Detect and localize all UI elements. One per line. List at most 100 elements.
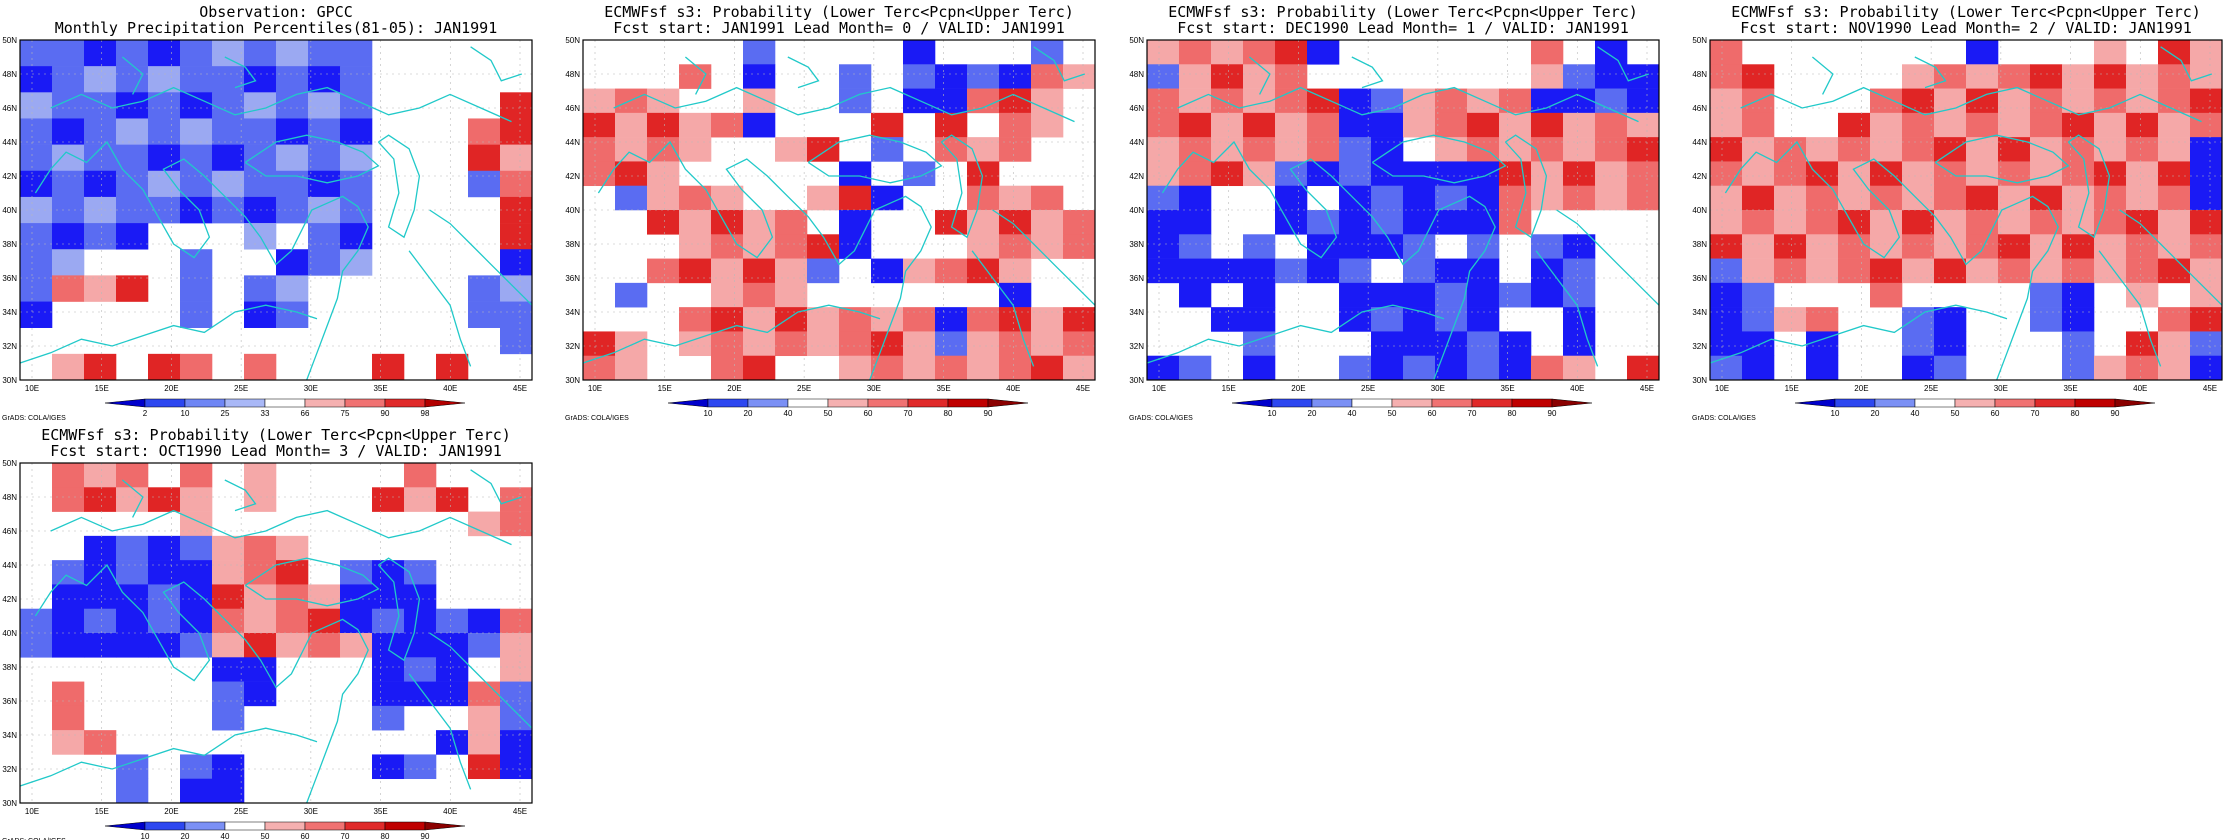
colorbar-arrow-left	[104, 398, 146, 408]
grid-cell	[116, 66, 149, 93]
grid-cell	[1710, 112, 1743, 138]
grid-cell	[2062, 355, 2095, 381]
grid-cell	[1339, 258, 1372, 284]
colorbar-segment	[144, 821, 186, 831]
grid-cell	[711, 258, 744, 284]
grid-cell	[679, 112, 712, 138]
grid-cell	[500, 301, 533, 328]
grid-cell	[1563, 331, 1596, 357]
grid-cell	[743, 112, 776, 138]
grid-cell	[180, 144, 213, 172]
grid-cell	[775, 331, 808, 357]
grid-cell	[711, 355, 744, 381]
grid-cell	[1339, 210, 1372, 235]
colorbar-label: 50	[1388, 409, 1397, 418]
grid-cell	[1531, 282, 1564, 308]
grid-cell	[1934, 64, 1967, 89]
grid-cell	[775, 210, 808, 235]
colorbar: 10 20 40 50 60 70 80 90	[667, 398, 1029, 418]
grid-cell	[1063, 331, 1096, 357]
grid-cell	[615, 137, 648, 162]
grid-cell	[212, 170, 245, 198]
grid-cell	[2190, 64, 2223, 89]
coastline	[1740, 86, 2202, 123]
grid-cell	[1966, 185, 1999, 211]
panel-title-line1: ECMWFsf s3: Probability (Lower Terc<Pcpn…	[604, 3, 1074, 21]
grid-cell	[615, 282, 648, 308]
coastlines	[19, 469, 533, 804]
colorbar-segment	[224, 398, 266, 408]
grid-cell	[1211, 88, 1244, 114]
lat-tick-label: 46N	[2, 527, 17, 536]
grid-cell	[1627, 112, 1660, 138]
coastline	[19, 727, 318, 787]
grid-cell	[2062, 185, 2095, 211]
grid-cell	[1998, 234, 2031, 259]
grid-cell	[1531, 112, 1564, 138]
grid-cell	[180, 118, 213, 145]
grid-cell	[244, 118, 277, 145]
grid-cell	[84, 275, 117, 302]
grid-cell	[468, 730, 501, 755]
grid-cell	[1031, 331, 1064, 357]
grads-credit: GrADS: COLA/IGES	[1692, 415, 1756, 422]
colorbar-segment	[184, 398, 226, 408]
colorbar-segment	[2074, 398, 2116, 408]
grid-cell	[1307, 161, 1340, 187]
grid-cell	[711, 307, 744, 332]
colorbar-arrow-right	[1551, 398, 1593, 408]
grid-cell	[1742, 258, 1775, 284]
grid-cell	[2190, 112, 2223, 138]
grid-cell	[468, 170, 501, 198]
grid-cell	[1710, 88, 1743, 114]
lat-tick-label: 48N	[2, 493, 17, 502]
grid-cell	[500, 608, 533, 634]
colorbar-label: 20	[181, 832, 190, 840]
grid-cell	[84, 584, 117, 610]
grid-cell	[967, 355, 1000, 381]
colorbar-segment	[304, 398, 346, 408]
lat-tick-label: 30N	[1129, 376, 1144, 385]
lat-tick-label: 48N	[1129, 70, 1144, 79]
grid-cell	[180, 560, 213, 585]
coastline	[1177, 86, 1639, 123]
colorbar-label: 40	[221, 832, 230, 840]
grid-cell	[1275, 112, 1308, 138]
lon-tick-label: 40E	[1006, 384, 1020, 393]
grid-cell	[244, 66, 277, 93]
grid-cell	[1710, 282, 1743, 308]
colorbar-label: 80	[944, 409, 953, 418]
grid-cell	[1275, 210, 1308, 235]
colorbar-arrow-left	[1794, 398, 1836, 408]
coastline	[1504, 134, 1548, 239]
coastline	[224, 479, 257, 512]
grid-cell	[1838, 137, 1871, 162]
grid-cell	[372, 353, 405, 381]
grid-cell	[1531, 234, 1564, 259]
grid-cell	[2158, 112, 2191, 138]
colorbar-arrow-left	[667, 398, 709, 408]
lat-tick-label: 46N	[1692, 104, 1707, 113]
grid-cell	[1031, 185, 1064, 211]
grid-cell	[2126, 282, 2159, 308]
grid-cell	[404, 657, 437, 682]
grid-cell	[2126, 88, 2159, 114]
colorbar-label: 40	[1348, 409, 1357, 418]
grid-cell	[340, 66, 373, 93]
grid-cell	[84, 118, 117, 145]
grid-cell	[1435, 112, 1468, 138]
grid-cell	[116, 633, 149, 658]
grid-cell	[2126, 258, 2159, 284]
grid-cell	[372, 754, 405, 780]
grid-cell	[1371, 355, 1404, 381]
grid-cell	[1595, 161, 1628, 187]
grid-cell	[807, 137, 840, 162]
grid-cell	[500, 705, 533, 731]
coastline	[408, 673, 472, 790]
grid-cell	[468, 681, 501, 707]
grid-cell	[1838, 234, 1871, 259]
grid-cell	[1435, 307, 1468, 332]
grid-cell	[967, 88, 1000, 114]
coastline	[377, 557, 421, 662]
grid-cell	[404, 584, 437, 610]
